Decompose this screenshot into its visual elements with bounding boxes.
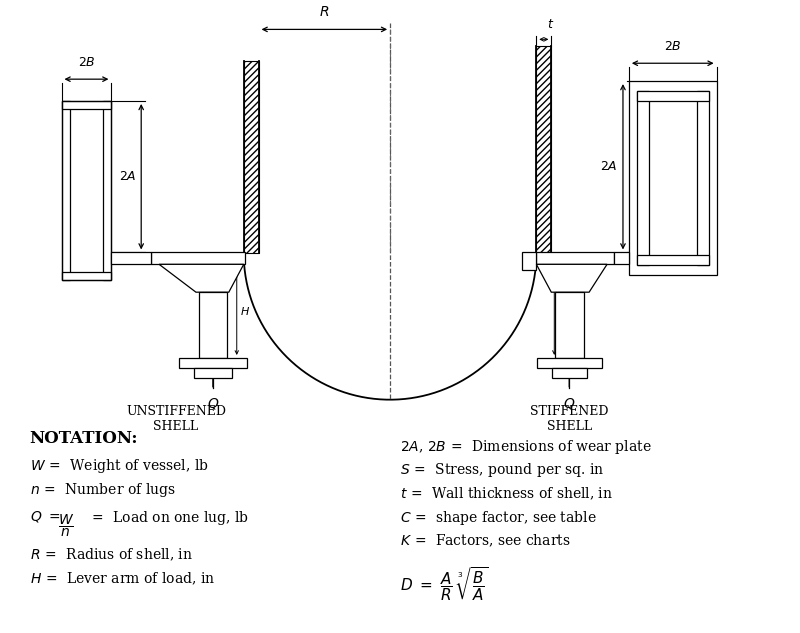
- Bar: [536, 253, 614, 265]
- Text: UNSTIFFENED
SHELL: UNSTIFFENED SHELL: [126, 404, 226, 433]
- Text: $R\,=\,$ Radius of shell, in: $R\,=\,$ Radius of shell, in: [30, 547, 193, 563]
- Text: $2B$: $2B$: [664, 41, 682, 53]
- Bar: [637, 255, 709, 265]
- Text: $Q$: $Q$: [206, 396, 219, 411]
- Bar: [538, 358, 602, 368]
- Text: STIFFENED
SHELL: STIFFENED SHELL: [530, 404, 609, 433]
- Text: $2A$: $2A$: [118, 170, 136, 183]
- Text: $2B$: $2B$: [78, 56, 95, 69]
- Bar: [194, 368, 232, 378]
- Bar: [62, 101, 111, 280]
- Text: NOTATION:: NOTATION:: [30, 430, 138, 446]
- Bar: [62, 101, 70, 280]
- Text: $R$: $R$: [319, 6, 330, 20]
- Text: $S\,=\,$ Stress, pound per sq. in: $S\,=\,$ Stress, pound per sq. in: [400, 461, 604, 479]
- Text: $C\,=\,$ shape factor, see table: $C\,=\,$ shape factor, see table: [400, 509, 597, 527]
- Text: $2A$, $2B\,=\,$ Dimensions of wear plate: $2A$, $2B\,=\,$ Dimensions of wear plate: [400, 437, 652, 456]
- Text: $\dfrac{W}{n}$: $\dfrac{W}{n}$: [58, 513, 74, 539]
- Text: $Q\ =\ $: $Q\ =\ $: [30, 509, 60, 524]
- Bar: [555, 292, 584, 358]
- Text: $H\,=\,$ Lever arm of load, in: $H\,=\,$ Lever arm of load, in: [30, 571, 214, 587]
- Text: $Q$: $Q$: [563, 396, 575, 411]
- Text: $H$: $H$: [240, 305, 250, 317]
- Bar: [62, 272, 111, 280]
- Polygon shape: [536, 265, 607, 292]
- Bar: [179, 358, 246, 368]
- Polygon shape: [159, 265, 244, 292]
- Bar: [637, 91, 649, 265]
- Bar: [103, 101, 111, 280]
- Bar: [629, 81, 717, 275]
- Text: $t\,=\,$ Wall thickness of shell, in: $t\,=\,$ Wall thickness of shell, in: [400, 486, 613, 502]
- Bar: [697, 91, 709, 265]
- Text: $W\,=\,$ Weight of vessel, lb: $W\,=\,$ Weight of vessel, lb: [30, 458, 208, 475]
- Bar: [199, 292, 227, 358]
- Text: $=\,$ Load on one lug, lb: $=\,$ Load on one lug, lb: [90, 509, 250, 527]
- Bar: [111, 253, 151, 265]
- Text: $K\,=\,$ Factors, see charts: $K\,=\,$ Factors, see charts: [400, 533, 570, 549]
- Bar: [522, 253, 536, 270]
- Bar: [614, 253, 629, 265]
- Bar: [536, 46, 551, 253]
- Bar: [637, 91, 709, 101]
- Bar: [62, 101, 111, 109]
- Bar: [244, 61, 258, 253]
- Bar: [151, 253, 245, 265]
- Text: $H$: $H$: [558, 305, 567, 317]
- Text: $n\,=\,$ Number of lugs: $n\,=\,$ Number of lugs: [30, 481, 175, 499]
- Text: $t$: $t$: [547, 18, 554, 32]
- Text: $2A$: $2A$: [600, 160, 618, 173]
- Text: $D\ =\ \dfrac{A}{R}\ \sqrt[3]{\dfrac{B}{A}}$: $D\ =\ \dfrac{A}{R}\ \sqrt[3]{\dfrac{B}{…: [400, 565, 488, 603]
- Bar: [552, 368, 587, 378]
